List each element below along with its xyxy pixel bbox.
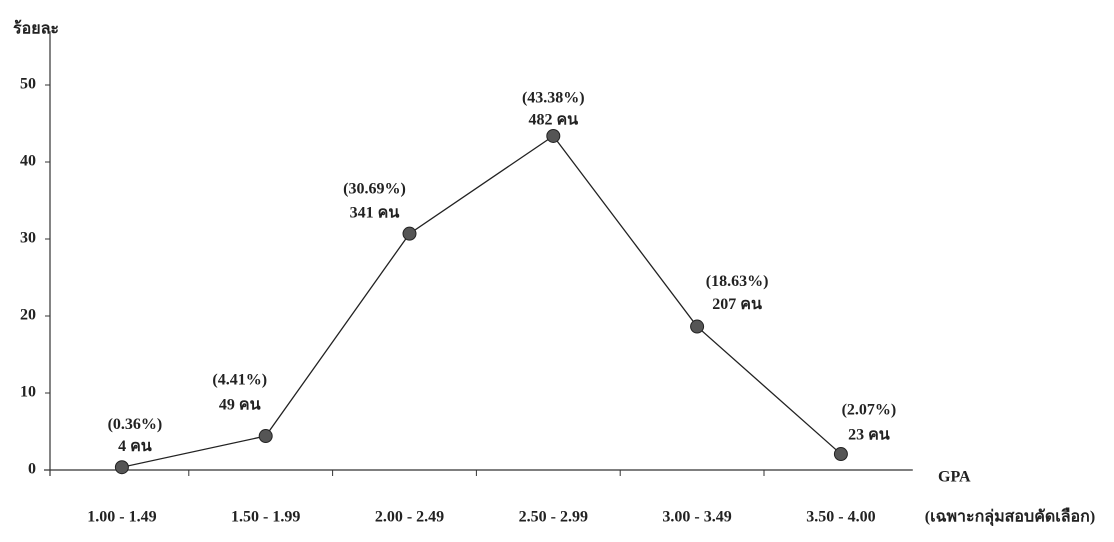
point [690, 319, 705, 334]
point [402, 226, 417, 241]
point [833, 447, 848, 462]
x-tick-label: 2.00 - 2.49 [375, 509, 444, 526]
value-label: (0.36%) [108, 416, 163, 433]
value-label: (2.07%) [842, 402, 897, 419]
point [546, 128, 561, 143]
count-label: 23 คน [848, 427, 890, 444]
value-label: (43.38%) [522, 90, 585, 107]
x-tick-label: 3.50 - 4.00 [806, 509, 875, 526]
x-tick-label: 1.50 - 1.99 [231, 509, 300, 526]
y-tick-label: 50 [20, 76, 36, 93]
point [114, 460, 129, 475]
point [258, 429, 273, 444]
value-label: (4.41%) [212, 372, 267, 389]
count-label: 207 คน [712, 296, 762, 313]
y-tick-label: 10 [20, 384, 36, 401]
y-axis-label: ร้อยละ [13, 20, 59, 38]
x-axis-label: GPA [938, 469, 971, 486]
count-label: 4 คน [118, 438, 152, 455]
x-tick-label: 3.00 - 3.49 [662, 509, 731, 526]
y-tick-label: 30 [20, 230, 36, 247]
note: (เฉพาะกลุ่มสอบคัดเลือก) [925, 508, 1095, 527]
count-label: 341 คน [350, 204, 400, 221]
count-label: 49 คน [219, 397, 261, 414]
y-tick-label: 20 [20, 307, 36, 324]
value-label: (30.69%) [343, 180, 406, 197]
count-label: 482 คน [528, 112, 578, 129]
x-tick-label: 2.50 - 2.99 [519, 509, 588, 526]
x-tick-label: 1.00 - 1.49 [87, 509, 156, 526]
y-tick-label: 40 [20, 153, 36, 170]
value-label: (18.63%) [706, 273, 769, 290]
line [121, 135, 842, 468]
y-tick-label: 0 [28, 461, 36, 478]
